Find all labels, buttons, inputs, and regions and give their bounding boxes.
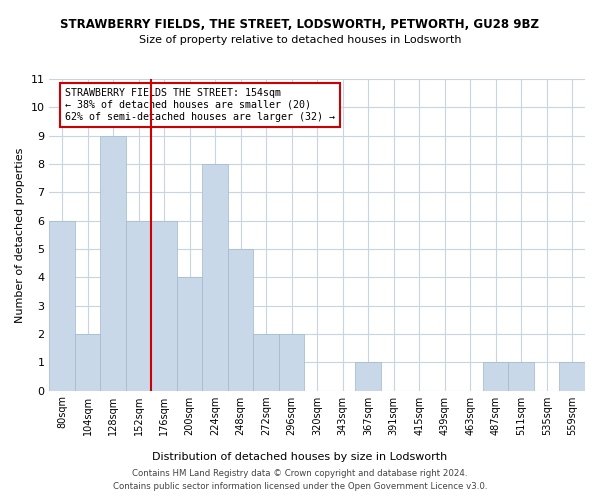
Bar — [151, 220, 177, 390]
Text: STRAWBERRY FIELDS, THE STREET, LODSWORTH, PETWORTH, GU28 9BZ: STRAWBERRY FIELDS, THE STREET, LODSWORTH… — [61, 18, 539, 30]
Bar — [355, 362, 381, 390]
Bar — [49, 220, 75, 390]
Y-axis label: Number of detached properties: Number of detached properties — [15, 147, 25, 322]
Bar — [75, 334, 100, 390]
Text: Distribution of detached houses by size in Lodsworth: Distribution of detached houses by size … — [152, 452, 448, 462]
Bar — [228, 249, 253, 390]
Bar — [202, 164, 228, 390]
Text: Contains HM Land Registry data © Crown copyright and database right 2024.
Contai: Contains HM Land Registry data © Crown c… — [113, 470, 487, 491]
Text: STRAWBERRY FIELDS THE STREET: 154sqm
← 38% of detached houses are smaller (20)
6: STRAWBERRY FIELDS THE STREET: 154sqm ← 3… — [65, 88, 335, 122]
Bar — [279, 334, 304, 390]
Bar — [126, 220, 151, 390]
Bar — [253, 334, 279, 390]
Bar — [177, 278, 202, 390]
Bar — [483, 362, 508, 390]
Bar — [100, 136, 126, 390]
Text: Size of property relative to detached houses in Lodsworth: Size of property relative to detached ho… — [139, 35, 461, 45]
Bar — [559, 362, 585, 390]
Bar — [508, 362, 534, 390]
